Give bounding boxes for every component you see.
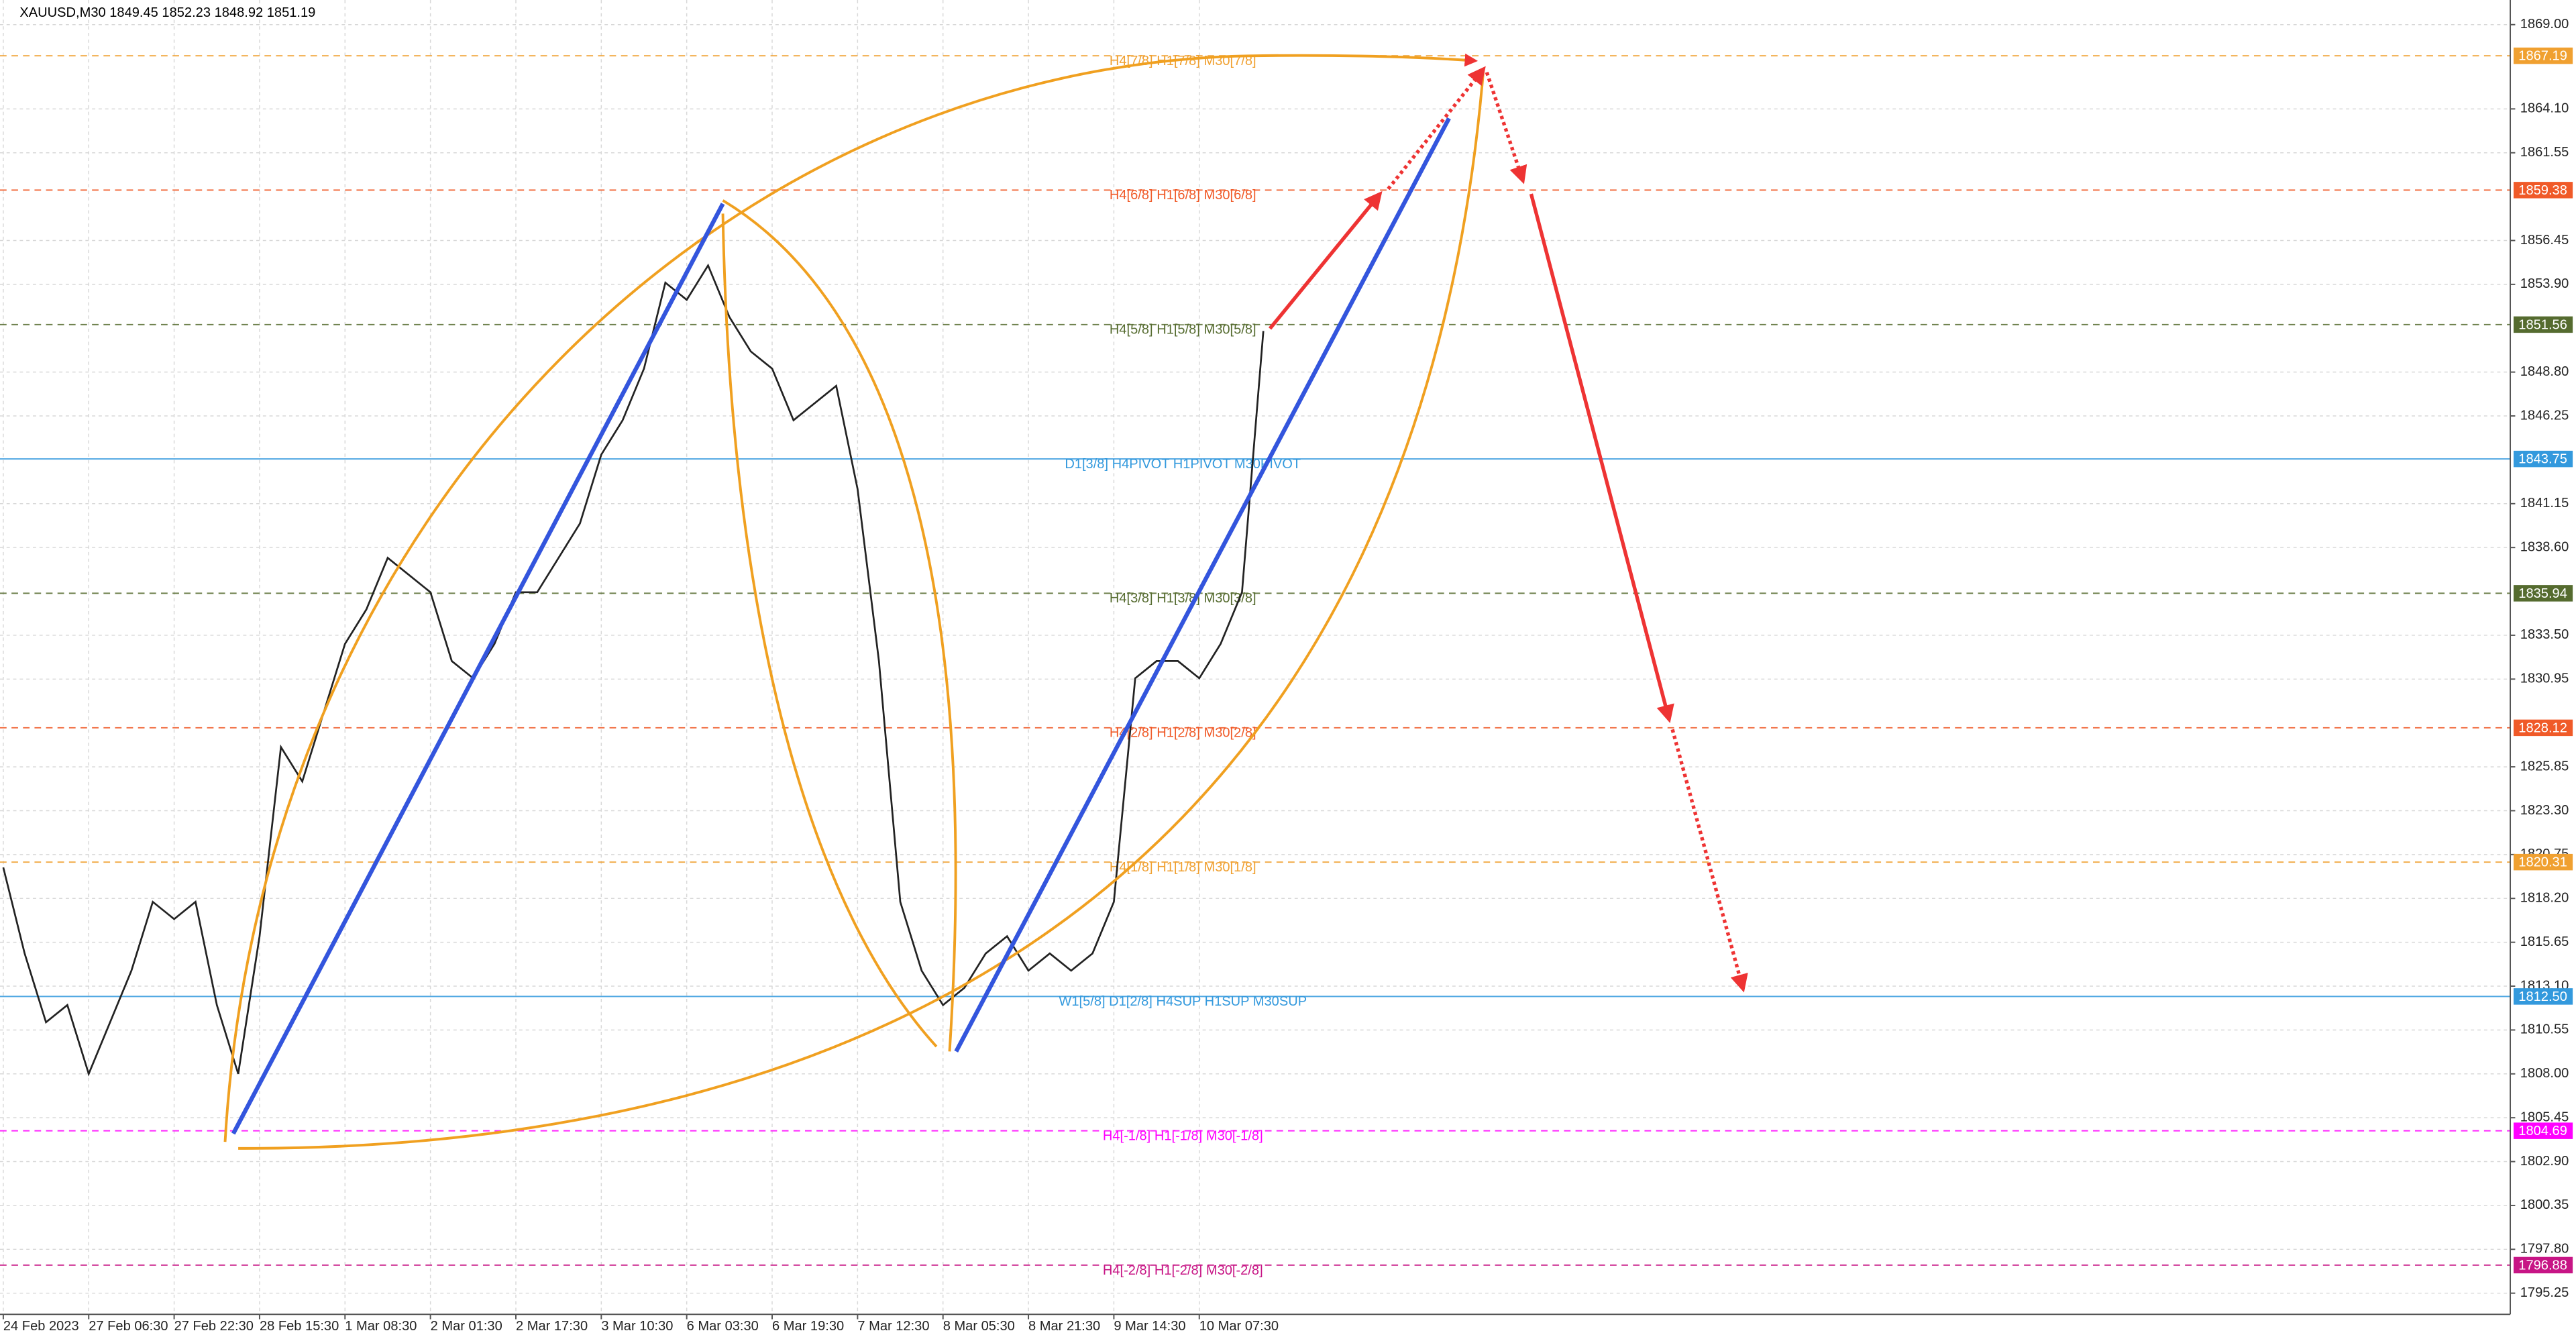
orange-arc — [223, 53, 1479, 1142]
price-box-label: 1835.94 — [2518, 586, 2567, 601]
axes: 1869.00 1864.10 1861.55 1856.45 1853.90 1848.… — [2, 17, 2573, 1334]
y-tick-label: 1869.00 — [2520, 17, 2569, 32]
y-tick-label: 1818.20 — [2520, 891, 2569, 906]
price-box — [2513, 47, 2573, 64]
drawings — [223, 53, 1748, 1150]
red-arrow-dotted — [1485, 71, 1527, 184]
level-label: H4[5/8] H1[5/8] M30[5/8] — [1110, 323, 1256, 337]
orange-arc — [722, 199, 957, 1052]
grid — [0, 0, 2511, 1315]
price-box — [2513, 988, 2573, 1005]
x-tick-label: 6 Mar 03:30 — [687, 1319, 759, 1334]
x-tick-label: 2 Mar 01:30 — [431, 1319, 502, 1334]
y-tick-label: 1838.60 — [2520, 539, 2569, 554]
blue-trendline — [231, 203, 725, 1135]
y-tick-label: 1864.10 — [2520, 101, 2569, 116]
y-tick-label: 1815.65 — [2520, 934, 2569, 949]
levels: H4[7/8] H1[7/8] M30[7/8]H4[6/8] H1[6/8] … — [0, 54, 2511, 1278]
level-label: H4[-2/8] H1[-2/8] M30[-2/8] — [1103, 1263, 1263, 1278]
orange-arc — [238, 68, 1485, 1150]
y-tick-label: 1805.45 — [2520, 1110, 2569, 1124]
y-tick-label: 1810.55 — [2520, 1022, 2569, 1037]
orange-arc — [721, 213, 938, 1048]
x-tick-label: 27 Feb 06:30 — [89, 1319, 168, 1334]
level-label: H4[-1/8] H1[-1/8] M30[-1/8] — [1103, 1129, 1263, 1144]
x-tick-label: 8 Mar 05:30 — [943, 1319, 1015, 1334]
y-tick-label: 1825.85 — [2520, 759, 2569, 773]
y-tick-label: 1797.80 — [2520, 1242, 2569, 1256]
price-box-label: 1812.50 — [2518, 989, 2567, 1004]
price — [2, 263, 1265, 1077]
x-tick-label: 7 Mar 12:30 — [857, 1319, 929, 1334]
y-tick-label: 1848.80 — [2520, 364, 2569, 379]
y-tick-label: 1833.50 — [2520, 627, 2569, 642]
y-tick-label: 1861.55 — [2520, 145, 2569, 160]
price-box — [2513, 1256, 2573, 1274]
x-tick-label: 28 Feb 15:30 — [260, 1319, 339, 1334]
level-label: W1[5/8] D1[2/8] H4SUP H1SUP M30SUP — [1059, 994, 1307, 1009]
price-box-label: 1851.56 — [2518, 317, 2567, 332]
blue-trendline — [954, 117, 1451, 1053]
x-tick-label: 8 Mar 21:30 — [1028, 1319, 1100, 1334]
y-tick-label: 1800.35 — [2520, 1197, 2569, 1212]
red-arrow — [1529, 193, 1674, 723]
price-box-label: 1843.75 — [2518, 452, 2567, 467]
level-label: D1[3/8] H4PIVOT H1PIVOT M30PIVOT — [1065, 457, 1301, 472]
x-tick-label: 9 Mar 14:30 — [1114, 1319, 1185, 1334]
price-box — [2513, 1122, 2573, 1139]
price-box-label: 1867.19 — [2518, 49, 2567, 64]
level-label: H4[3/8] H1[3/8] M30[3/8] — [1110, 591, 1256, 606]
y-tick-label: 1841.15 — [2520, 496, 2569, 511]
y-tick-label: 1846.25 — [2520, 408, 2569, 423]
x-tick-label: 10 Mar 07:30 — [1199, 1319, 1279, 1334]
red-arrow-dotted — [1387, 66, 1486, 191]
price-line — [2, 263, 1265, 1077]
price-box-label: 1796.88 — [2518, 1258, 2567, 1273]
y-tick-label: 1830.95 — [2520, 672, 2569, 686]
x-tick-label: 24 Feb 2023 — [3, 1319, 79, 1334]
x-tick-label: 2 Mar 17:30 — [516, 1319, 588, 1334]
x-tick-label: 6 Mar 19:30 — [772, 1319, 844, 1334]
level-label: H4[1/8] H1[1/8] M30[1/8] — [1110, 860, 1256, 875]
price-box-label: 1859.38 — [2518, 183, 2567, 198]
price-box — [2513, 316, 2573, 333]
chart-title: XAUUSD,M30 1849.45 1852.23 1848.92 1851.… — [19, 5, 315, 20]
red-arrow — [1268, 191, 1383, 330]
price-box — [2513, 182, 2573, 199]
price-box-label: 1804.69 — [2518, 1124, 2567, 1138]
price-box — [2513, 450, 2573, 468]
price-box — [2513, 853, 2573, 871]
x-tick-label: 1 Mar 08:30 — [345, 1319, 417, 1334]
price-box — [2513, 719, 2573, 737]
price-box-label: 1828.12 — [2518, 720, 2567, 735]
price-box — [2513, 585, 2573, 602]
level-label: H4[6/8] H1[6/8] M30[6/8] — [1110, 188, 1256, 203]
price-box-label: 1820.31 — [2518, 855, 2567, 870]
red-arrow-dotted — [1670, 729, 1748, 993]
y-tick-label: 1856.45 — [2520, 233, 2569, 248]
y-tick-label: 1853.90 — [2520, 276, 2569, 291]
x-tick-label: 3 Mar 10:30 — [601, 1319, 673, 1334]
y-tick-label: 1823.30 — [2520, 803, 2569, 818]
y-tick-label: 1808.00 — [2520, 1066, 2569, 1081]
y-tick-label: 1795.25 — [2520, 1285, 2569, 1300]
y-tick-label: 1802.90 — [2520, 1154, 2569, 1169]
level-label: H4[2/8] H1[2/8] M30[2/8] — [1110, 726, 1256, 741]
x-tick-label: 27 Feb 22:30 — [174, 1319, 254, 1334]
